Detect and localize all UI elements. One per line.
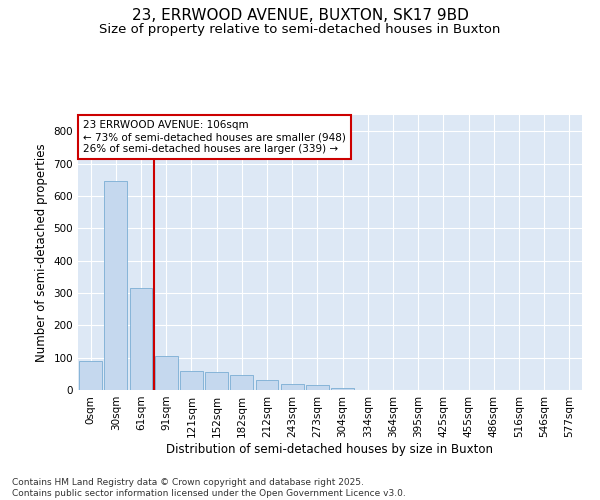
Text: 23, ERRWOOD AVENUE, BUXTON, SK17 9BD: 23, ERRWOOD AVENUE, BUXTON, SK17 9BD: [131, 8, 469, 22]
Bar: [331, 388, 354, 390]
Bar: [205, 372, 228, 390]
Bar: [306, 385, 329, 390]
Bar: [180, 370, 203, 390]
Text: Contains HM Land Registry data © Crown copyright and database right 2025.
Contai: Contains HM Land Registry data © Crown c…: [12, 478, 406, 498]
Text: Size of property relative to semi-detached houses in Buxton: Size of property relative to semi-detach…: [100, 22, 500, 36]
Bar: [104, 182, 127, 390]
Bar: [155, 356, 178, 390]
Y-axis label: Number of semi-detached properties: Number of semi-detached properties: [35, 143, 48, 362]
Bar: [130, 288, 152, 390]
Bar: [79, 361, 102, 390]
Bar: [281, 384, 304, 390]
Bar: [230, 376, 253, 390]
Bar: [256, 380, 278, 390]
Text: 23 ERRWOOD AVENUE: 106sqm
← 73% of semi-detached houses are smaller (948)
26% of: 23 ERRWOOD AVENUE: 106sqm ← 73% of semi-…: [83, 120, 346, 154]
X-axis label: Distribution of semi-detached houses by size in Buxton: Distribution of semi-detached houses by …: [167, 442, 493, 456]
